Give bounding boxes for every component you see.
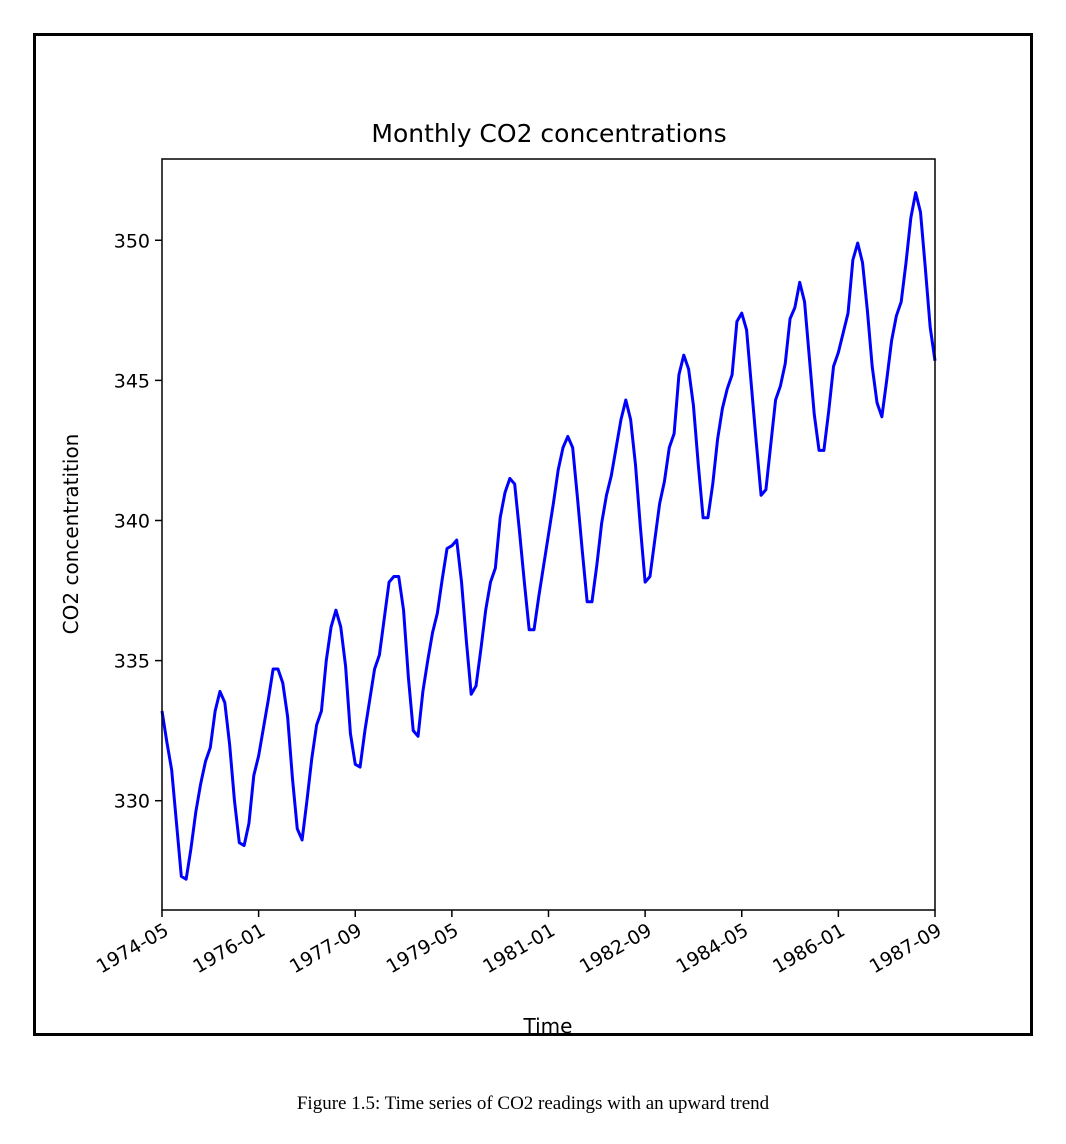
figure-frame: Monthly CO2 concentrations 1974-05 1976-0… — [33, 33, 1033, 1036]
figure-caption: Figure 1.5: Time series of CO2 readings … — [296, 1093, 770, 1114]
x-tick-label: 1977-09 — [286, 919, 366, 978]
x-tick-label: 1984-05 — [672, 919, 752, 978]
x-tick-label: 1982-09 — [576, 919, 656, 978]
y-axis-label: CO2 concentratition — [59, 434, 83, 635]
x-tick-label: 1976-01 — [189, 919, 269, 978]
x-tick-label: 1974-05 — [93, 919, 173, 978]
y-tick-label: 350 — [114, 230, 150, 252]
x-tick-label: 1986-01 — [769, 919, 849, 978]
y-tick-label: 335 — [114, 651, 150, 673]
series-line-1 — [160, 191, 937, 881]
x-axis-ticks: 1974-05 1976-01 1977-09 1979-05 1981-01 1982-… — [93, 910, 946, 978]
x-axis-label: Time — [523, 1014, 573, 1033]
chart-title: Monthly CO2 concentrations — [371, 119, 726, 148]
series-layer — [160, 191, 937, 881]
x-tick-label: 1981-01 — [479, 919, 559, 978]
line-chart: Monthly CO2 concentrations 1974-05 1976-0… — [59, 119, 946, 1033]
x-tick-label: 1987-09 — [866, 919, 946, 978]
y-axis-ticks: 330 335 340 345 350 — [114, 230, 162, 813]
y-tick-label: 340 — [114, 510, 150, 532]
y-tick-label: 345 — [114, 370, 150, 392]
x-tick-label: 1979-05 — [383, 919, 463, 978]
y-tick-label: 330 — [114, 791, 150, 813]
